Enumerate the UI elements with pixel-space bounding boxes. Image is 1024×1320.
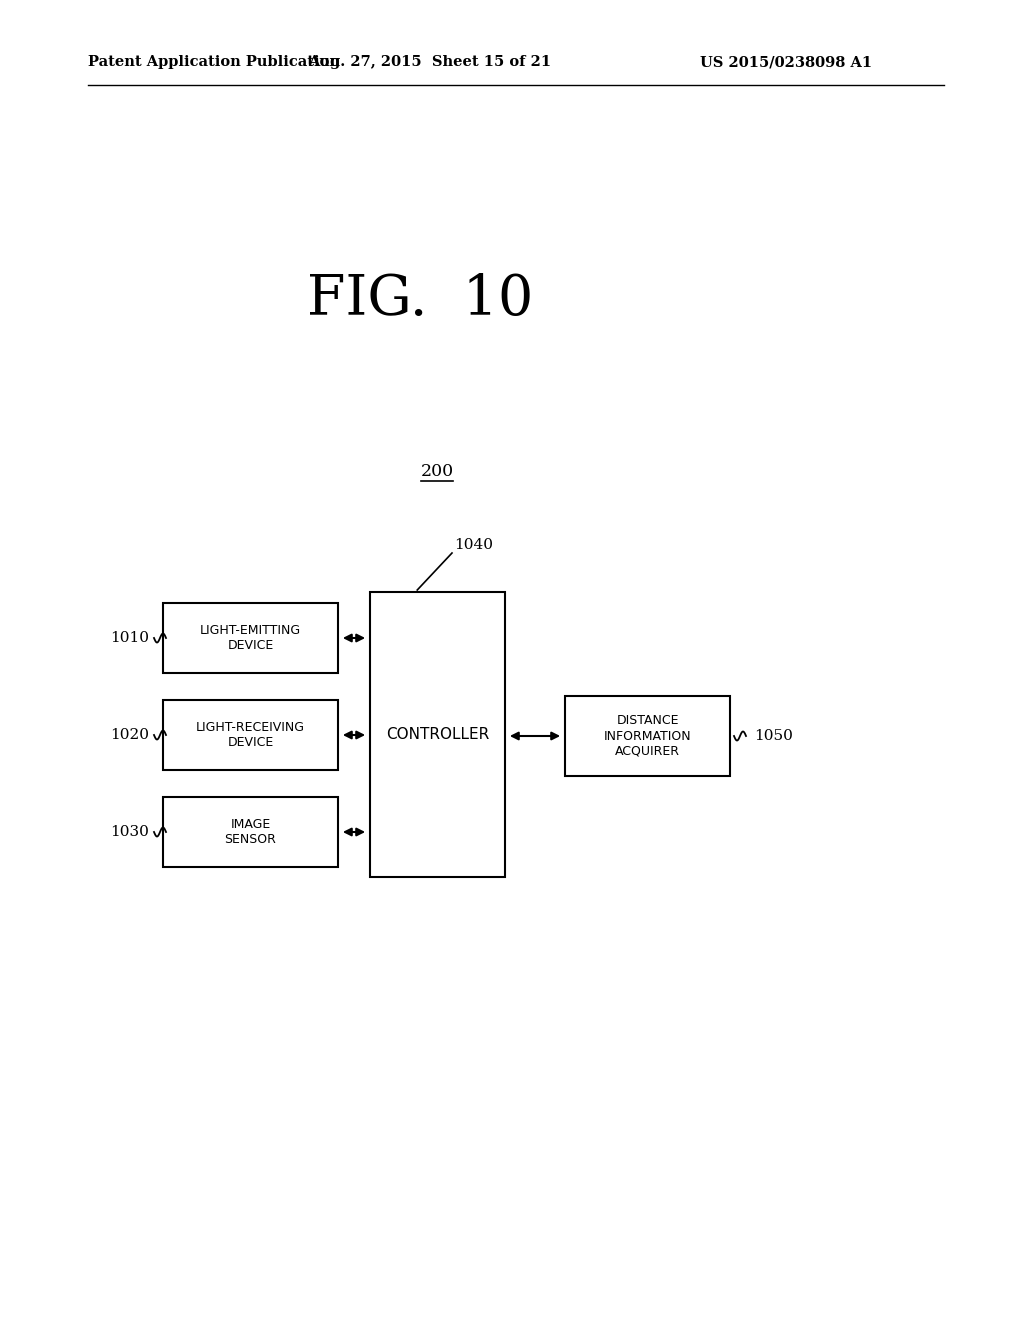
Bar <box>565 696 730 776</box>
Text: CONTROLLER: CONTROLLER <box>386 727 489 742</box>
Text: IMAGE
SENSOR: IMAGE SENSOR <box>224 818 276 846</box>
Bar <box>163 797 338 867</box>
Text: Aug. 27, 2015  Sheet 15 of 21: Aug. 27, 2015 Sheet 15 of 21 <box>308 55 552 69</box>
Bar <box>370 591 505 876</box>
Text: LIGHT-RECEIVING
DEVICE: LIGHT-RECEIVING DEVICE <box>196 721 305 748</box>
Text: 1040: 1040 <box>454 539 493 552</box>
Text: LIGHT-EMITTING
DEVICE: LIGHT-EMITTING DEVICE <box>200 624 301 652</box>
Text: DISTANCE
INFORMATION
ACQUIRER: DISTANCE INFORMATION ACQUIRER <box>604 714 691 758</box>
Text: US 2015/0238098 A1: US 2015/0238098 A1 <box>700 55 872 69</box>
Text: 1050: 1050 <box>754 729 793 743</box>
Text: Patent Application Publication: Patent Application Publication <box>88 55 340 69</box>
Text: FIG.  10: FIG. 10 <box>307 273 534 327</box>
Text: 1010: 1010 <box>110 631 150 645</box>
Text: 1030: 1030 <box>111 825 150 840</box>
Bar <box>163 603 338 673</box>
Text: 1020: 1020 <box>110 729 150 742</box>
Bar <box>163 700 338 770</box>
Text: 200: 200 <box>421 463 454 480</box>
